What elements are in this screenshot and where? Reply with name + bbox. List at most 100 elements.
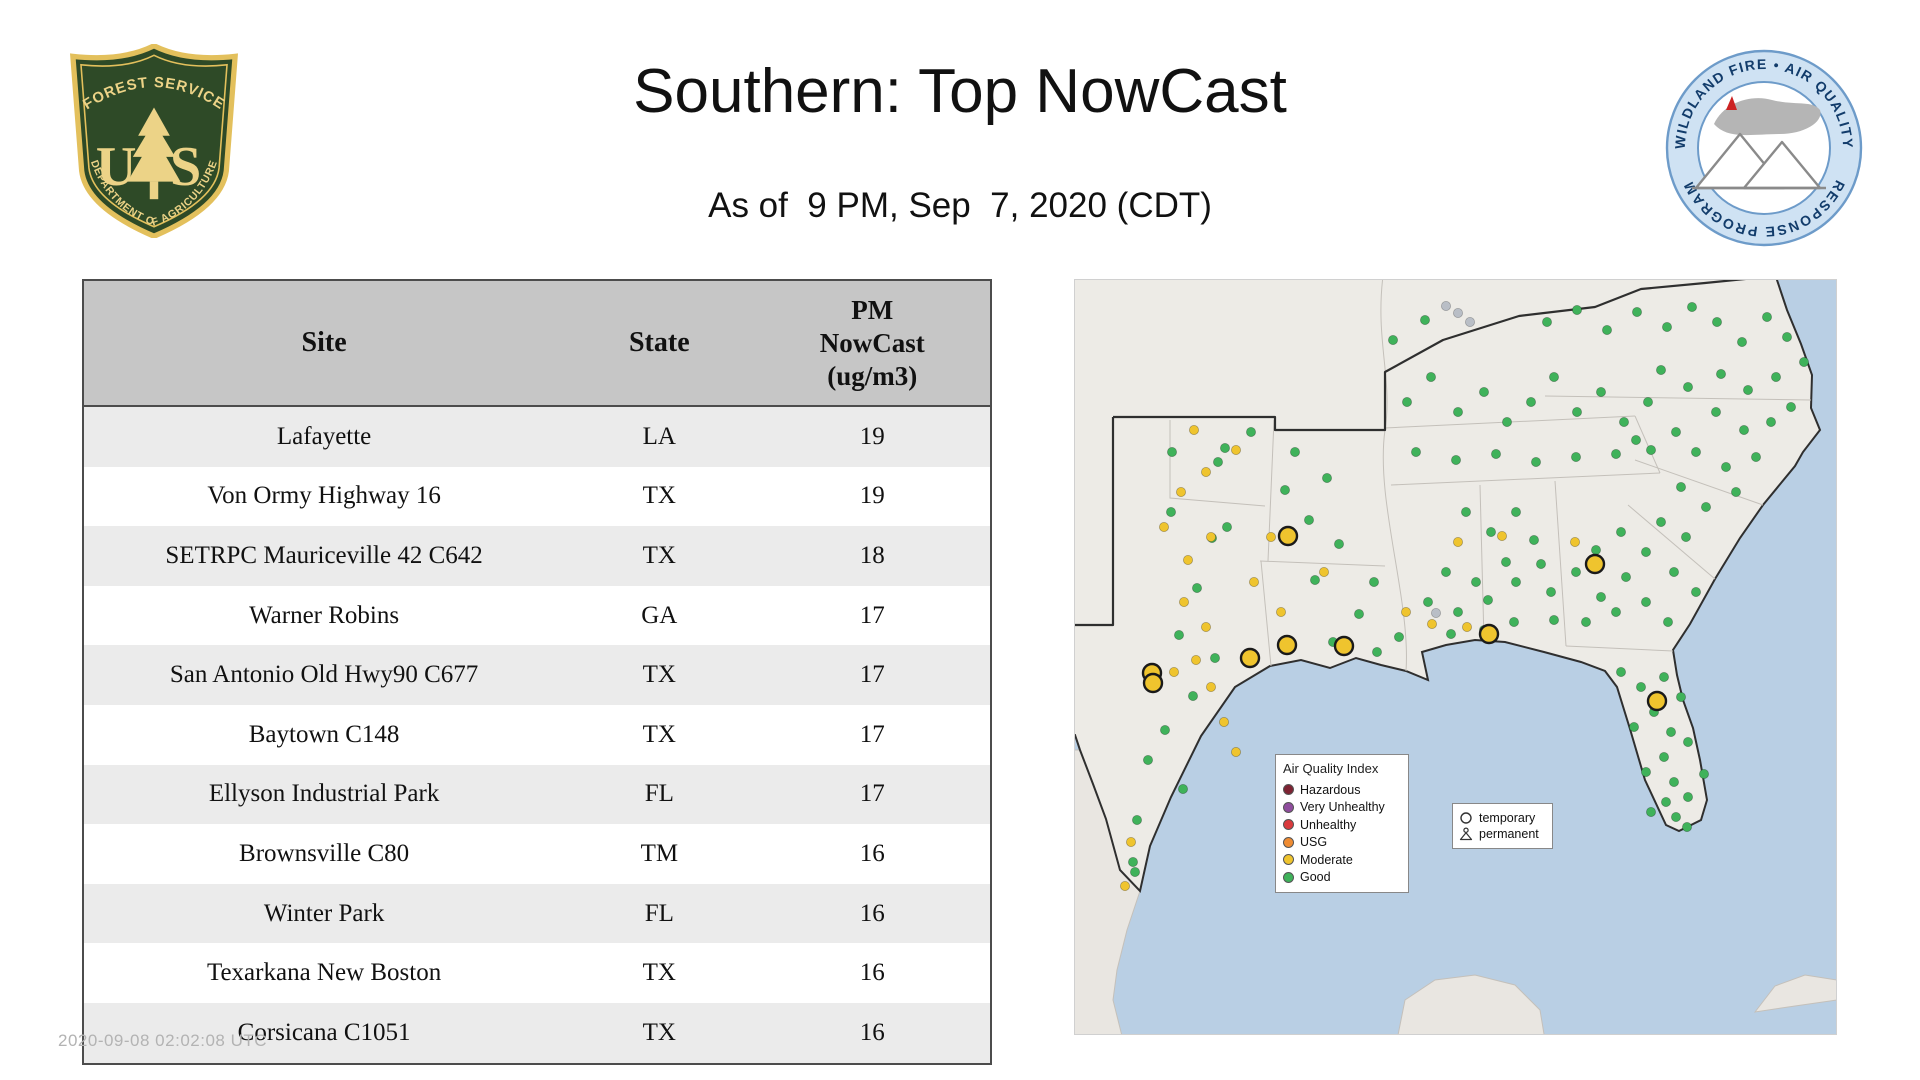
site-cell: Von Ormy Highway 16 xyxy=(207,482,441,510)
monitor-good xyxy=(1460,506,1471,517)
monitor-good xyxy=(1641,766,1652,777)
monitor-temporary-moderate xyxy=(1478,623,1500,645)
monitor-missing xyxy=(1464,317,1475,328)
state-cell: GA xyxy=(641,601,678,629)
monitor-good xyxy=(1440,566,1451,577)
aqi-color-dot-icon xyxy=(1283,784,1294,796)
col-header-pm: PM NowCast (ug/m3) xyxy=(754,281,990,407)
monitor-good xyxy=(1611,448,1622,459)
monitor-good xyxy=(1659,671,1670,682)
monitor-good xyxy=(1450,454,1461,465)
monitor-good xyxy=(1445,628,1456,639)
pm-cell: 16 xyxy=(859,959,885,987)
wfaqrp-circle-icon: WILDLAND FIRE • AIR QUALITY RESPONSE PRO… xyxy=(1665,49,1863,247)
monitor-moderate xyxy=(1318,566,1329,577)
monitor-temporary-moderate xyxy=(1142,672,1164,694)
state-cell: TX xyxy=(642,1018,676,1046)
monitor-moderate xyxy=(1205,681,1216,692)
state-cell: TX xyxy=(642,661,676,689)
table-row: Baytown C148 TX 17 xyxy=(84,704,990,765)
monitor-good xyxy=(1666,726,1677,737)
monitor-good xyxy=(1799,357,1810,368)
monitor-good xyxy=(1596,387,1607,398)
monitor-good xyxy=(1662,322,1673,333)
region-border xyxy=(1075,280,1747,627)
monitor-good xyxy=(1419,315,1430,326)
monitor-moderate xyxy=(1179,596,1190,607)
monitor-good xyxy=(1548,372,1559,383)
temporary-legend-label: temporary xyxy=(1479,811,1536,825)
col-header-site: Site xyxy=(84,281,565,407)
pm-cell: 16 xyxy=(859,839,885,867)
monitor-good xyxy=(1309,574,1320,585)
aqi-legend-label: Hazardous xyxy=(1300,782,1361,797)
monitor-good xyxy=(1701,501,1712,512)
monitor-good xyxy=(1676,691,1687,702)
monitor-good xyxy=(1616,666,1627,677)
monitor-good xyxy=(1771,372,1782,383)
pm-cell: 16 xyxy=(859,1018,885,1046)
monitor-good xyxy=(1353,608,1364,619)
table-row: Brownsville C80 TM 16 xyxy=(84,824,990,884)
monitor-good xyxy=(1167,446,1178,457)
monitor-good xyxy=(1699,768,1710,779)
temporary-legend-row: temporary xyxy=(1459,811,1546,825)
table-row: San Antonio Old Hwy90 C677 TX 17 xyxy=(84,645,990,705)
pm-cell: 17 xyxy=(859,780,885,808)
monitor-good xyxy=(1371,646,1382,657)
monitor-good xyxy=(1681,531,1692,542)
monitor-good xyxy=(1425,372,1436,383)
monitor-moderate xyxy=(1426,618,1437,629)
site-cell: San Antonio Old Hwy90 C677 xyxy=(169,661,479,689)
monitor-good xyxy=(1130,867,1141,878)
monitor-moderate xyxy=(1169,666,1180,677)
permanent-monitor-icon xyxy=(1459,827,1473,841)
state-cell: FL xyxy=(644,899,674,927)
monitor-good xyxy=(1510,506,1521,517)
aqi-color-dot-icon xyxy=(1283,854,1294,866)
monitor-temporary-moderate xyxy=(1239,647,1261,669)
monitor-good xyxy=(1528,534,1539,545)
generated-timestamp: 2020-09-08 02:02:08 UTC xyxy=(58,1031,268,1050)
monitor-good xyxy=(1333,538,1344,549)
state-cell: TX xyxy=(642,959,676,987)
monitor-temporary-moderate xyxy=(1584,553,1606,575)
pm-cell: 19 xyxy=(859,422,885,450)
monitor-good xyxy=(1452,407,1463,418)
aqi-legend-item: Hazardous xyxy=(1283,781,1401,799)
state-cell: TX xyxy=(642,482,676,510)
permanent-legend-row: permanent xyxy=(1459,827,1546,841)
monitor-moderate xyxy=(1126,837,1137,848)
table-header-row: Site State PM NowCast (ug/m3) xyxy=(84,281,990,407)
monitor-moderate xyxy=(1189,424,1200,435)
southern-region-map xyxy=(1075,280,1836,1034)
aqi-legend-item: Moderate xyxy=(1283,851,1401,869)
aqi-legend-item: Unhealthy xyxy=(1283,816,1401,834)
monitor-good xyxy=(1545,586,1556,597)
monitor-dots-layer xyxy=(1120,300,1810,892)
monitor-good xyxy=(1636,681,1647,692)
usfs-tree-icon xyxy=(127,107,181,200)
state-cell: LA xyxy=(642,422,676,450)
monitor-good xyxy=(1485,526,1496,537)
monitor-good xyxy=(1530,456,1541,467)
site-cell: Corsicana C1051 xyxy=(237,1018,411,1046)
pm-cell: 19 xyxy=(859,482,885,510)
aqi-legend-item: Good xyxy=(1283,869,1401,887)
table-row: Texarkana New Boston TX 16 xyxy=(84,943,990,1003)
aqi-legend-label: Moderate xyxy=(1300,852,1353,867)
monitor-good xyxy=(1508,616,1519,627)
monitor-good xyxy=(1221,521,1232,532)
usfs-logo: FOREST SERVICE U S DEPARTMENT OF AGRICUL… xyxy=(64,42,244,243)
monitor-moderate xyxy=(1191,654,1202,665)
monitor-good xyxy=(1128,857,1139,868)
table-row: Corsicana C1051 TX 16 xyxy=(84,1002,990,1063)
monitor-good xyxy=(1160,724,1171,735)
monitor-good xyxy=(1132,815,1143,826)
page-subtitle: As of 9 PM, Sep 7, 2020 (CDT) xyxy=(708,186,1212,225)
aqi-color-dot-icon xyxy=(1283,801,1294,813)
monitor-good xyxy=(1482,594,1493,605)
monitor-moderate xyxy=(1205,531,1216,542)
state-cell: TX xyxy=(642,541,676,569)
monitor-temporary-moderate xyxy=(1333,635,1355,657)
